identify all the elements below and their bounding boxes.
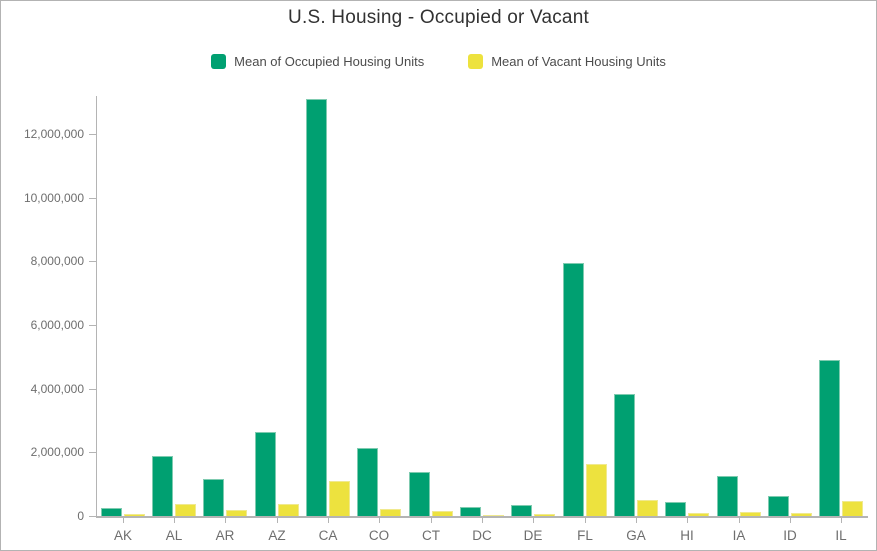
y-tick-label: 12,000,000 bbox=[23, 127, 84, 141]
y-tick-label: 0 bbox=[77, 509, 84, 523]
y-tick bbox=[89, 389, 96, 390]
bar-occupied-CO[interactable] bbox=[357, 448, 378, 516]
x-tick bbox=[225, 518, 226, 523]
x-tick-label: CO bbox=[368, 528, 390, 543]
bar-vacant-AK[interactable] bbox=[124, 514, 145, 516]
x-tick bbox=[687, 518, 688, 523]
y-tick-label: 10,000,000 bbox=[23, 191, 84, 205]
x-tick bbox=[841, 518, 842, 523]
vacant-series-swatch-icon bbox=[468, 54, 484, 69]
bar-vacant-IL[interactable] bbox=[842, 501, 863, 516]
x-tick bbox=[482, 518, 483, 523]
x-tick bbox=[431, 518, 432, 523]
x-tick bbox=[739, 518, 740, 523]
x-tick-label: DC bbox=[472, 528, 492, 543]
bar-occupied-DE[interactable] bbox=[511, 505, 532, 516]
legend-item-vacant[interactable]: Mean of Vacant Housing Units bbox=[468, 54, 666, 69]
bar-occupied-AL[interactable] bbox=[152, 456, 173, 516]
x-tick-label: FL bbox=[577, 528, 593, 543]
bar-occupied-DC[interactable] bbox=[460, 507, 481, 516]
bar-vacant-AZ[interactable] bbox=[278, 504, 299, 516]
bar-vacant-AL[interactable] bbox=[175, 504, 196, 516]
bar-occupied-FL[interactable] bbox=[563, 263, 584, 516]
bar-vacant-IA[interactable] bbox=[740, 512, 761, 516]
y-tick bbox=[89, 134, 96, 135]
chart-title: U.S. Housing - Occupied or Vacant bbox=[288, 7, 589, 28]
bar-vacant-ID[interactable] bbox=[791, 513, 812, 516]
bar-vacant-CA[interactable] bbox=[329, 481, 350, 516]
bar-vacant-CT[interactable] bbox=[432, 511, 453, 516]
bar-occupied-ID[interactable] bbox=[768, 496, 789, 516]
x-tick bbox=[123, 518, 124, 523]
x-tick bbox=[174, 518, 175, 523]
x-tick bbox=[328, 518, 329, 523]
x-tick-label: AR bbox=[215, 528, 235, 543]
x-tick bbox=[790, 518, 791, 523]
x-axis-line bbox=[96, 516, 868, 518]
x-tick bbox=[379, 518, 380, 523]
x-tick-label: AL bbox=[165, 528, 183, 543]
y-tick bbox=[89, 452, 96, 453]
bar-occupied-AR[interactable] bbox=[203, 479, 224, 516]
bar-vacant-FL[interactable] bbox=[586, 464, 607, 516]
x-tick-label: AZ bbox=[268, 528, 286, 543]
x-tick-label: IA bbox=[732, 528, 746, 543]
y-tick bbox=[89, 516, 96, 517]
x-tick-label: CT bbox=[422, 528, 440, 543]
y-tick bbox=[89, 261, 96, 262]
bar-occupied-IA[interactable] bbox=[717, 476, 738, 516]
bar-occupied-GA[interactable] bbox=[614, 394, 635, 516]
bar-occupied-AZ[interactable] bbox=[255, 432, 276, 516]
bar-occupied-CA[interactable] bbox=[306, 99, 327, 516]
y-tick-label: 2,000,000 bbox=[30, 445, 84, 459]
y-tick-label: 4,000,000 bbox=[30, 382, 84, 396]
legend-item-occupied[interactable]: Mean of Occupied Housing Units bbox=[211, 54, 424, 69]
x-tick-label: GA bbox=[626, 528, 646, 543]
y-tick bbox=[89, 325, 96, 326]
legend: Mean of Occupied Housing Units Mean of V… bbox=[1, 54, 876, 69]
x-tick bbox=[585, 518, 586, 523]
legend-label-occupied: Mean of Occupied Housing Units bbox=[234, 54, 425, 69]
bar-vacant-GA[interactable] bbox=[637, 500, 658, 516]
bar-vacant-CO[interactable] bbox=[380, 509, 401, 516]
bar-vacant-DC[interactable] bbox=[483, 515, 504, 516]
x-tick bbox=[533, 518, 534, 523]
legend-label-vacant: Mean of Vacant Housing Units bbox=[491, 54, 666, 69]
x-tick-label: AK bbox=[113, 528, 132, 543]
bar-vacant-DE[interactable] bbox=[534, 514, 555, 516]
x-tick-label: ID bbox=[783, 528, 797, 543]
bar-vacant-HI[interactable] bbox=[688, 513, 709, 516]
y-tick-label: 8,000,000 bbox=[30, 254, 84, 268]
bar-occupied-CT[interactable] bbox=[409, 472, 430, 516]
x-tick-label: IL bbox=[835, 528, 847, 543]
x-tick bbox=[636, 518, 637, 523]
y-tick bbox=[89, 198, 96, 199]
bar-occupied-HI[interactable] bbox=[665, 502, 686, 516]
bar-occupied-AK[interactable] bbox=[101, 508, 122, 516]
occupied-series-swatch-icon bbox=[211, 54, 227, 69]
x-tick bbox=[277, 518, 278, 523]
x-tick-label: CA bbox=[318, 528, 338, 543]
y-tick-label: 6,000,000 bbox=[30, 318, 84, 332]
y-axis-line bbox=[96, 96, 97, 516]
x-tick-label: DE bbox=[523, 528, 543, 543]
bar-vacant-AR[interactable] bbox=[226, 510, 247, 516]
bar-occupied-IL[interactable] bbox=[819, 360, 840, 516]
x-tick-label: HI bbox=[680, 528, 694, 543]
